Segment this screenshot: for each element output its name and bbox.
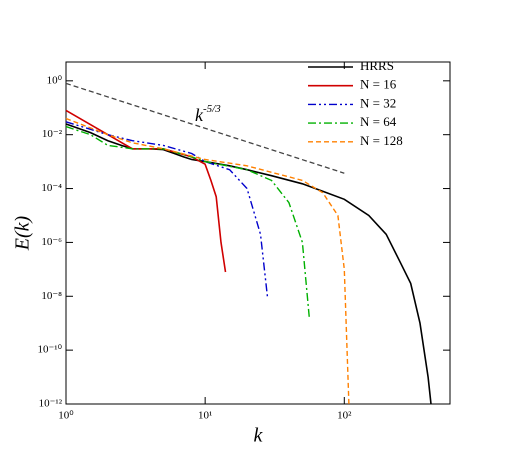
legend-label: N = 128 bbox=[360, 133, 403, 148]
plot-frame bbox=[65, 61, 451, 405]
legend-label: N = 16 bbox=[360, 77, 397, 92]
data-line bbox=[65, 121, 269, 297]
annotation-base: k bbox=[195, 105, 204, 125]
y-tick-label: 10⁻⁶ bbox=[41, 236, 62, 248]
data-line bbox=[65, 117, 350, 405]
y-tick-label: 10⁻⁸ bbox=[41, 290, 62, 302]
annotation: k-5/3 bbox=[195, 103, 221, 126]
legend-label: N = 64 bbox=[360, 114, 397, 129]
data-line bbox=[65, 123, 432, 405]
y-tick-label: 10⁰ bbox=[47, 74, 63, 86]
x-tick-label: 10⁰ bbox=[58, 410, 74, 422]
reference-line bbox=[65, 82, 345, 174]
y-tick-label: 10⁻¹² bbox=[39, 398, 63, 410]
y-tick-label: 10⁻¹⁰ bbox=[37, 344, 62, 356]
annotation-exponent: -5/3 bbox=[203, 103, 221, 115]
legend-label: N = 32 bbox=[360, 95, 396, 110]
y-axis-label: E(k) bbox=[12, 215, 34, 251]
x-tick-label: 10² bbox=[337, 410, 352, 422]
x-axis-label: k bbox=[254, 425, 264, 447]
y-tick-label: 10⁻² bbox=[42, 128, 63, 140]
y-tick-label: 10⁻⁴ bbox=[41, 182, 62, 194]
x-tick-label: 10¹ bbox=[198, 410, 212, 422]
legend-label: HRRS bbox=[360, 58, 394, 73]
data-line bbox=[65, 109, 227, 273]
